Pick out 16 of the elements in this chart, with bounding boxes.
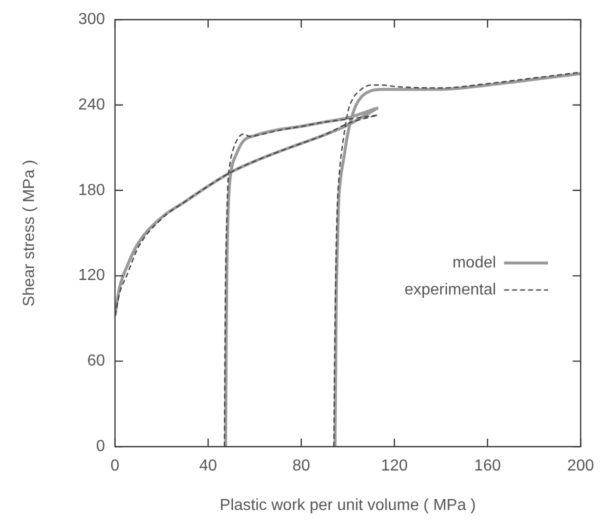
y-tick-label: 300 (78, 11, 106, 28)
legend-label: experimental (404, 281, 496, 298)
y-tick-label: 240 (78, 96, 106, 114)
y-tick-label: 180 (78, 182, 106, 199)
y-tick-label: 0 (96, 438, 106, 456)
x-tick-label: 120 (381, 458, 408, 475)
x-tick-label: 40 (199, 458, 218, 475)
x-tick-label: 160 (474, 458, 501, 475)
x-tick-label: 80 (292, 458, 310, 475)
y-tick-label: 60 (87, 352, 106, 370)
y-axis-title: Shear stress ( MPa ) (21, 160, 38, 306)
y-tick-label: 120 (78, 267, 106, 284)
legend-label: model (452, 254, 496, 272)
x-tick-label: 200 (567, 458, 594, 475)
x-tick-label: 0 (110, 458, 120, 475)
x-axis-title: Plastic work per unit volume ( MPa ) (220, 496, 476, 514)
